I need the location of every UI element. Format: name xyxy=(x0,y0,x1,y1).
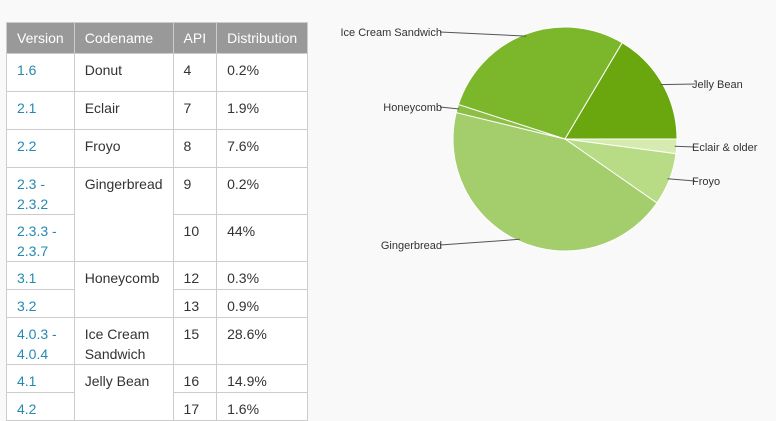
api-cell: 16 xyxy=(172,364,218,393)
distribution-cell: 14.9% xyxy=(216,364,309,393)
codename-cell: Gingerbread xyxy=(73,167,174,262)
version-cell: 4.1 xyxy=(6,364,75,393)
pie-chart-area: Eclair & older Froyo Gingerbread Honeycomb I… xyxy=(330,0,776,400)
distribution-cell: 0.9% xyxy=(216,289,309,318)
version-cell: 2.3 - 2.3.2 xyxy=(6,167,75,215)
codename-cell: Honeycomb xyxy=(73,261,174,318)
pie-slice-jelly-bean xyxy=(564,42,678,140)
table-row: 2.3.3 - 2.3.7 10 44% xyxy=(6,214,309,262)
table-row: 2.3 - 2.3.2 Gingerbread 9 0.2% xyxy=(6,167,309,262)
distribution-cell: 28.6% xyxy=(216,317,309,365)
header-version: Version xyxy=(6,22,75,54)
slice-label-froyo: Froyo xyxy=(692,176,720,188)
codename-cell: Ice Cream Sandwich xyxy=(73,317,174,365)
slice-label-gingerbread: Gingerbread xyxy=(381,240,442,252)
codename-cell: Froyo xyxy=(73,129,174,168)
distribution-cell: 0.2% xyxy=(216,53,309,92)
leader-line-eclair-older xyxy=(674,145,696,148)
codename-cell: Jelly Bean xyxy=(73,364,174,421)
slice-label-honeycomb: Honeycomb xyxy=(383,102,442,114)
distribution-cell: 1.6% xyxy=(216,392,309,421)
leader-line-ice-cream-sandwich xyxy=(439,31,527,37)
version-cell: 3.2 xyxy=(6,289,75,318)
version-cell: 2.2 xyxy=(6,129,75,168)
version-cell: 2.1 xyxy=(6,91,75,130)
version-cell: 1.6 xyxy=(6,53,75,92)
codename-cell: Eclair xyxy=(73,91,174,130)
codename-cell: Donut xyxy=(73,53,174,92)
table-row: 1.6 Donut 4 0.2% xyxy=(6,53,309,92)
table-row: 4.0.3 - 4.0.4 Ice Cream Sandwich 15 28.6… xyxy=(6,317,309,365)
leader-line-froyo xyxy=(667,178,696,182)
pie-slice-gingerbread xyxy=(452,111,658,252)
distribution-cell: 1.9% xyxy=(216,91,309,130)
api-cell: 17 xyxy=(172,392,218,421)
version-cell: 4.0.3 - 4.0.4 xyxy=(6,317,75,365)
api-cell: 8 xyxy=(172,129,218,168)
header-codename: Codename xyxy=(73,22,174,54)
api-cell: 7 xyxy=(172,91,218,130)
leader-line-jelly-bean xyxy=(660,83,696,86)
distribution-pie-chart: Eclair & older Froyo Gingerbread Honeycomb I… xyxy=(341,26,758,252)
leader-line-honeycomb xyxy=(439,106,460,110)
api-cell: 13 xyxy=(172,289,218,318)
api-cell: 9 xyxy=(172,167,218,215)
distribution-cell: 7.6% xyxy=(216,129,309,168)
slice-label-eclair-older: Eclair & older xyxy=(692,142,758,154)
header-distribution: Distribution xyxy=(216,22,309,54)
distribution-table: Version Codename API Distribution 1.6 Do… xyxy=(6,22,309,421)
version-cell: 3.1 xyxy=(6,261,75,290)
slice-label-ice-cream-sandwich: Ice Cream Sandwich xyxy=(341,27,443,39)
table-row: 4.1 Jelly Bean 16 14.9% xyxy=(6,364,309,421)
table-row: 2.2 Froyo 8 7.6% xyxy=(6,129,309,168)
distribution-cell: 0.2% xyxy=(216,167,309,215)
table-row: 2.1 Eclair 7 1.9% xyxy=(6,91,309,130)
api-cell: 12 xyxy=(172,261,218,290)
api-cell: 4 xyxy=(172,53,218,92)
api-cell: 10 xyxy=(172,214,218,262)
table-row: 3.1 Honeycomb 12 0.3% xyxy=(6,261,309,318)
header-api: API xyxy=(172,22,218,54)
distribution-cell: 0.3% xyxy=(216,261,309,290)
table-header-row: Version Codename API Distribution xyxy=(6,22,309,54)
version-cell: 2.3.3 - 2.3.7 xyxy=(6,214,75,262)
table-row: 3.2 13 0.9% xyxy=(6,289,309,318)
api-cell: 15 xyxy=(172,317,218,365)
slice-label-jelly-bean: Jelly Bean xyxy=(692,79,743,91)
leader-line-gingerbread xyxy=(439,238,520,246)
version-cell: 4.2 xyxy=(6,392,75,421)
distribution-cell: 44% xyxy=(216,214,309,262)
